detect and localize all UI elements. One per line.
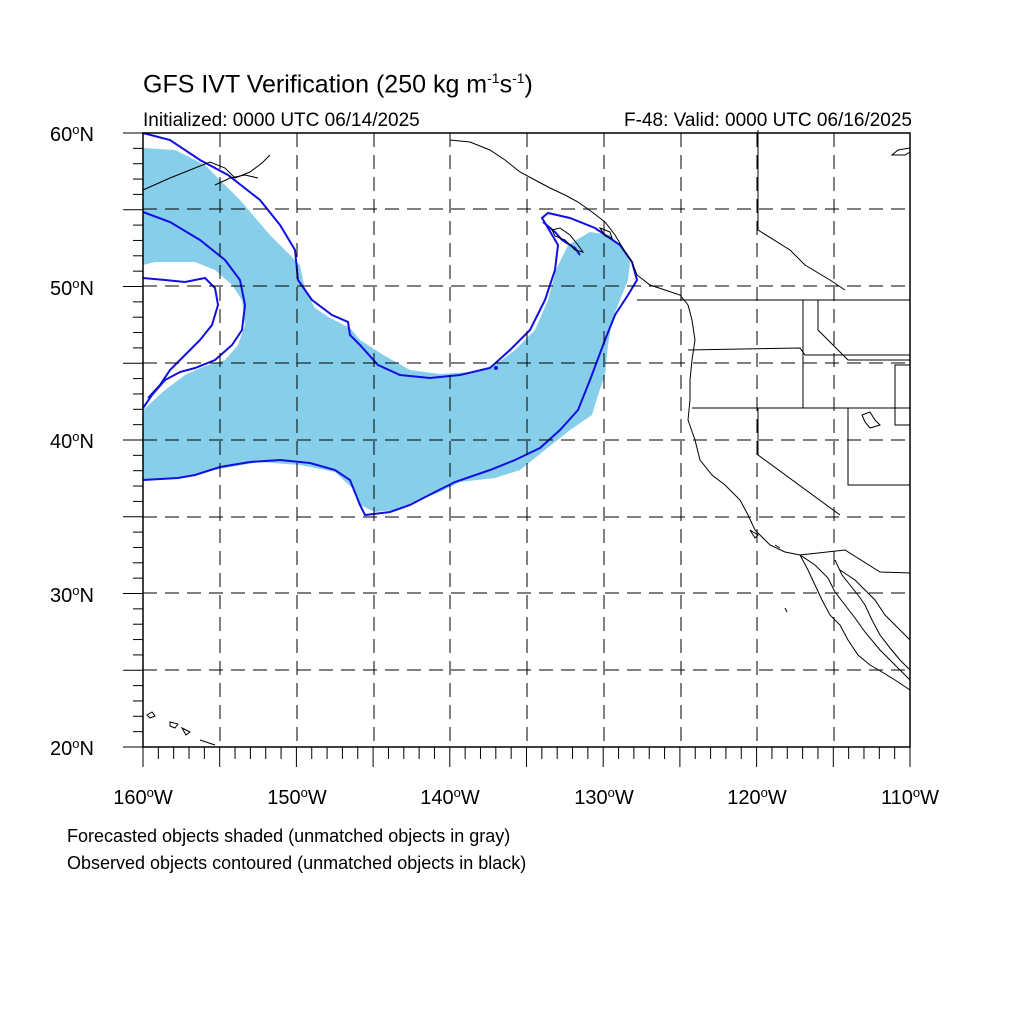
lat-label-40: 40oN xyxy=(50,429,94,453)
forecast-object-shading xyxy=(143,148,630,512)
chart-title: GFS IVT Verification (250 kg m-1s-1) xyxy=(143,70,533,99)
initialized-label: Initialized: 0000 UTC 06/14/2025 xyxy=(143,110,420,131)
coastlines xyxy=(142,130,911,746)
lon-label-120w: 120oW xyxy=(727,785,787,809)
observed-object-contour xyxy=(142,132,639,517)
caption-observed: Observed objects contoured (unmatched ob… xyxy=(67,853,527,873)
lat-label-30: 30oN xyxy=(50,583,94,607)
valid-label: F-48: Valid: 0000 UTC 06/16/2025 xyxy=(624,110,912,131)
grid-lines xyxy=(143,133,910,747)
lat-label-20: 20oN xyxy=(50,736,94,760)
lon-label-160w: 160oW xyxy=(113,785,173,809)
lon-label-110w: 110oW xyxy=(880,785,939,809)
observed-object-contour-west xyxy=(142,276,220,399)
lat-label-50: 50oN xyxy=(50,276,94,300)
tick-marks xyxy=(123,132,911,767)
lon-label-150w: 150oW xyxy=(267,785,327,809)
observed-object-contour-inner xyxy=(142,211,247,409)
caption-forecast: Forecasted objects shaded (unmatched obj… xyxy=(67,826,511,846)
lon-label-130w: 130oW xyxy=(574,785,634,809)
lat-label-60: 60oN xyxy=(50,122,94,146)
observed-object-dot xyxy=(494,366,498,370)
lon-label-140w: 140oW xyxy=(420,785,480,809)
